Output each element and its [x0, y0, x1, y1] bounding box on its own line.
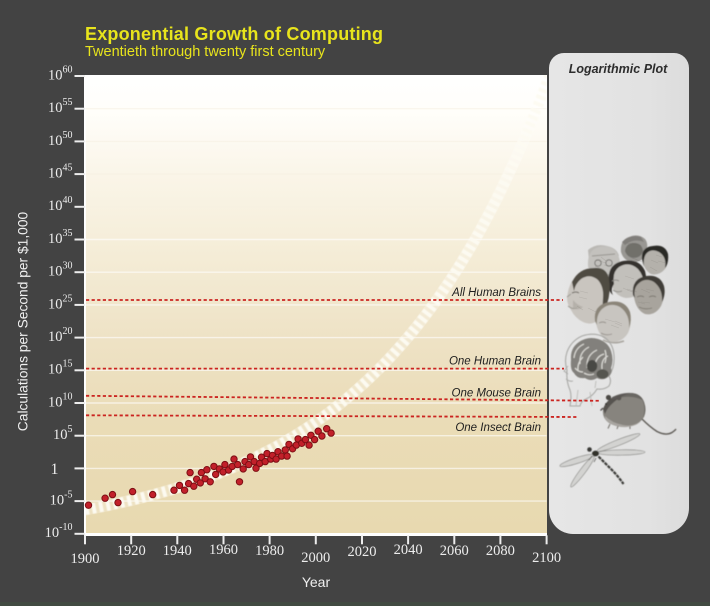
svg-text:1920: 1920: [117, 543, 146, 559]
svg-text:1025: 1025: [48, 293, 73, 312]
svg-text:2040: 2040: [394, 542, 423, 558]
svg-text:1900: 1900: [71, 551, 100, 567]
svg-text:One Mouse Brain: One Mouse Brain: [452, 388, 542, 400]
svg-text:2080: 2080: [486, 543, 515, 559]
svg-text:1055: 1055: [48, 97, 73, 116]
svg-text:1045: 1045: [48, 163, 73, 182]
svg-text:2060: 2060: [440, 543, 469, 559]
svg-text:1060: 1060: [48, 64, 73, 83]
svg-text:2100: 2100: [532, 550, 561, 566]
svg-text:1: 1: [51, 461, 59, 478]
svg-text:1960: 1960: [209, 542, 238, 558]
svg-text:10-10: 10-10: [45, 522, 73, 541]
svg-text:All Human Brains: All Human Brains: [451, 287, 541, 299]
svg-text:1035: 1035: [48, 228, 73, 247]
svg-text:1020: 1020: [48, 326, 73, 345]
svg-text:10-5: 10-5: [50, 490, 73, 509]
svg-text:105: 105: [53, 424, 73, 443]
svg-text:1030: 1030: [48, 261, 73, 280]
svg-text:1040: 1040: [48, 195, 73, 214]
svg-text:1940: 1940: [163, 543, 192, 559]
svg-text:1980: 1980: [255, 543, 284, 559]
svg-text:One Insect Brain: One Insect Brain: [455, 422, 541, 434]
svg-text:1015: 1015: [48, 359, 73, 378]
svg-text:1050: 1050: [48, 130, 73, 149]
svg-text:One Human Brain: One Human Brain: [449, 356, 541, 368]
svg-text:1010: 1010: [48, 391, 73, 410]
svg-text:2020: 2020: [348, 544, 377, 560]
svg-text:2000: 2000: [301, 550, 330, 566]
